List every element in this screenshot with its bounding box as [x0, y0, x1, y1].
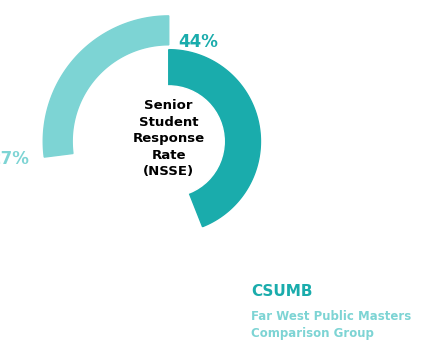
Text: Senior
Student
Response
Rate
(NSSE): Senior Student Response Rate (NSSE): [133, 99, 205, 179]
Text: CSUMB: CSUMB: [251, 284, 312, 298]
Polygon shape: [169, 50, 261, 227]
Text: Far West Public Masters
Comparison Group: Far West Public Masters Comparison Group: [251, 310, 411, 340]
Text: 44%: 44%: [178, 33, 218, 51]
Text: 27%: 27%: [0, 150, 30, 168]
Polygon shape: [43, 16, 169, 157]
Circle shape: [113, 86, 224, 197]
